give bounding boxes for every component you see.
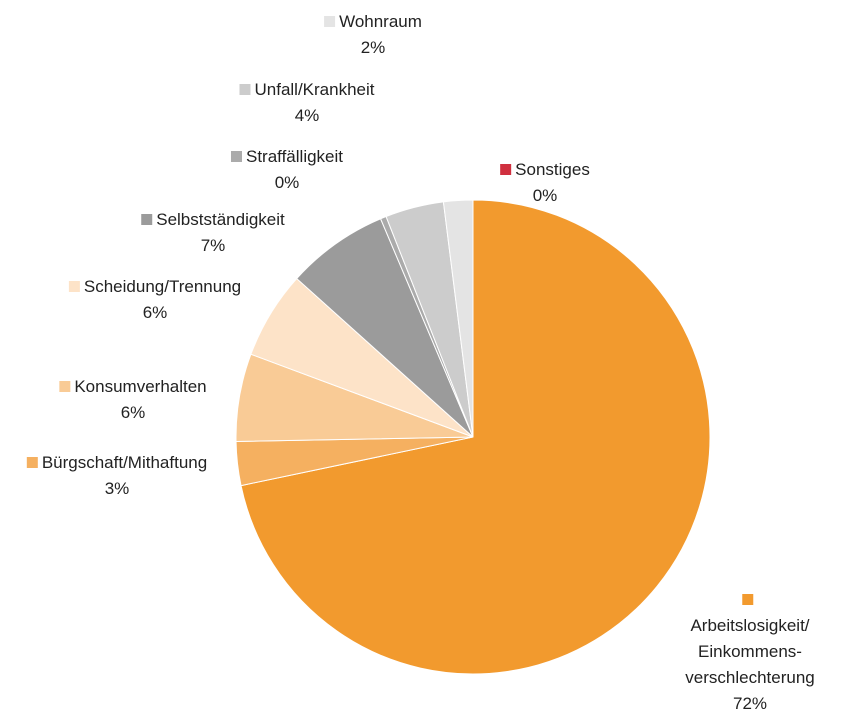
- category-name: Straffälligkeit: [245, 147, 344, 166]
- category-name: Konsumverhalten: [74, 377, 207, 396]
- legend-swatch: [230, 151, 242, 162]
- value-label: 2%: [360, 38, 386, 57]
- category-name: Wohnraum: [339, 12, 422, 31]
- slice-label: Sonstiges 0%: [500, 157, 590, 209]
- legend-swatch: [324, 16, 336, 27]
- legend-swatch: [141, 214, 153, 225]
- pie-slice: [442, 199, 474, 438]
- legend-swatch: [500, 164, 512, 175]
- legend-swatch: [239, 84, 251, 95]
- slice-label: Unfall/Krankheit 4%: [239, 77, 375, 129]
- pie: [235, 199, 711, 675]
- slice-label: Konsumverhalten 6%: [59, 374, 207, 426]
- value-label: 6%: [142, 303, 168, 322]
- category-name: Unfall/Krankheit: [254, 80, 375, 99]
- category-name: Arbeitslosigkeit/ Einkommens- verschlech…: [685, 616, 815, 687]
- legend-swatch: [68, 281, 80, 292]
- category-name: Bürgschaft/Mithaftung: [41, 453, 208, 472]
- category-name: Scheidung/Trennung: [83, 277, 242, 296]
- slice-label: Arbeitslosigkeit/ Einkommens- verschlech…: [685, 587, 815, 717]
- slice-label: Selbstständigkeit 7%: [141, 207, 285, 259]
- slice-label: Bürgschaft/Mithaftung 3%: [26, 450, 208, 502]
- slice-label: Wohnraum 2%: [324, 9, 422, 61]
- pie-slice: [296, 218, 474, 438]
- legend-swatch: [26, 457, 38, 468]
- category-name: Sonstiges: [515, 160, 590, 179]
- legend-swatch: [59, 381, 71, 392]
- value-label: 0%: [274, 173, 300, 192]
- category-name: Selbstständigkeit: [156, 210, 285, 229]
- value-label: 4%: [294, 106, 320, 125]
- value-label: 0%: [532, 186, 558, 205]
- value-label: 72%: [732, 694, 768, 713]
- chart: Arbeitslosigkeit/ Einkommens- verschlech…: [26, 9, 815, 713]
- slice-label: Scheidung/Trennung 6%: [68, 274, 242, 326]
- value-label: 6%: [120, 403, 146, 422]
- value-label: 3%: [104, 479, 130, 498]
- legend-swatch: [742, 594, 754, 605]
- pie-slice: [240, 199, 711, 675]
- value-label: 7%: [200, 236, 226, 255]
- slice-label: Straffälligkeit 0%: [230, 144, 344, 196]
